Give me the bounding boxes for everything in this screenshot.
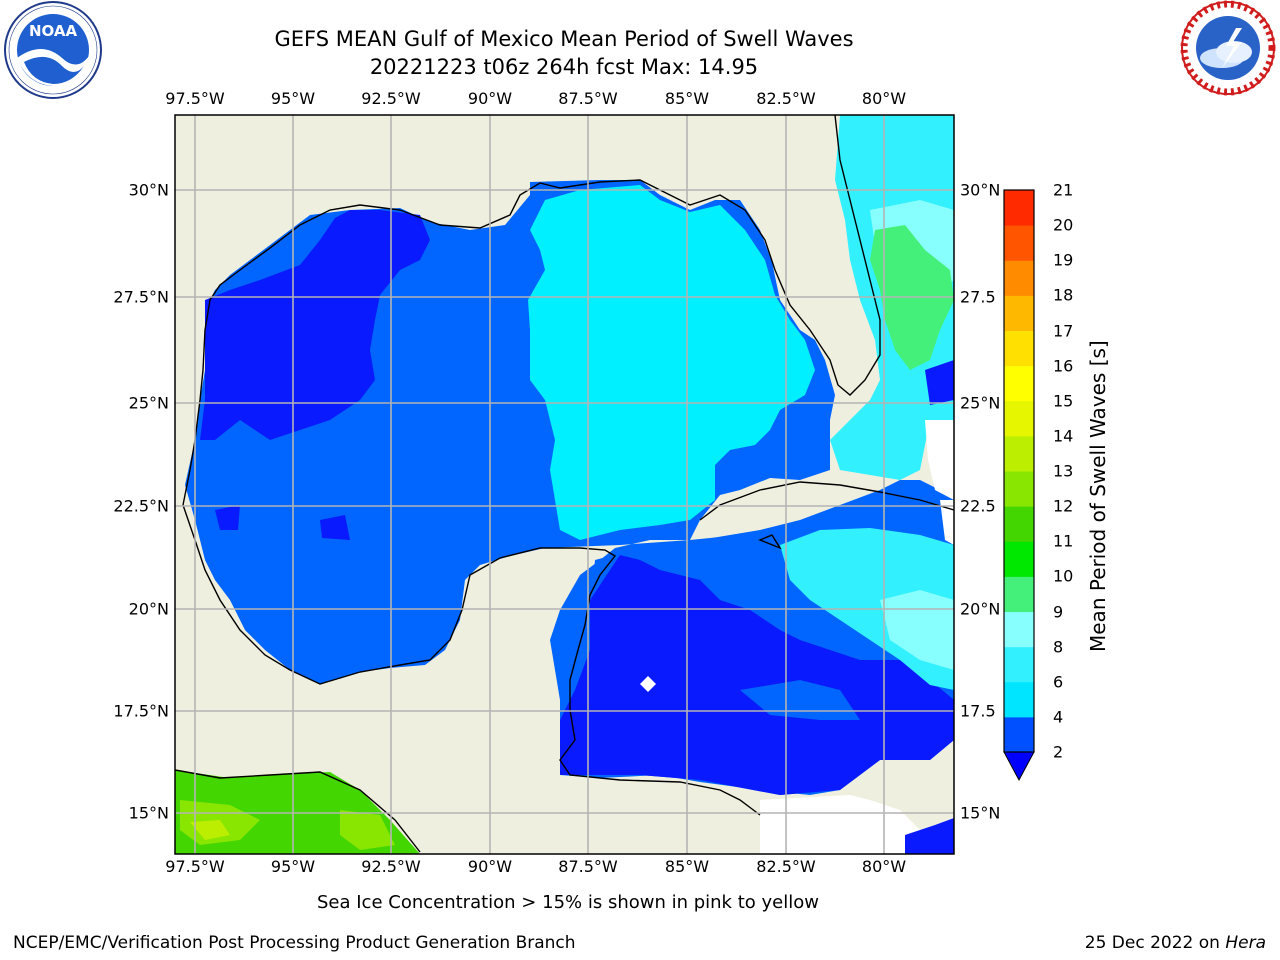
colorbar-tick: 13 (1053, 461, 1074, 481)
atlantic-no-data (925, 420, 954, 500)
colorbar-tick: 9 (1053, 602, 1064, 621)
lat-tick-left: 30°N (128, 180, 169, 200)
colorbar-band (1004, 541, 1034, 577)
coastlines (175, 115, 954, 853)
no-data-dot (640, 676, 656, 692)
credit-host: Hera (1225, 933, 1266, 953)
colorbar-tick: 6 (1053, 672, 1064, 692)
lon-tick-top: 95°W (270, 89, 316, 108)
colorbar-tick: 21 (1053, 180, 1074, 200)
credit-date: 25 Dec 2022 on (1084, 933, 1226, 953)
lat-tick-left: 27.5°N (113, 287, 169, 307)
colorbar-tick: 18 (1053, 285, 1074, 305)
map-frame (174, 114, 955, 855)
colorbar-band (1004, 716, 1034, 753)
lon-tick-bottom: 95°W (270, 857, 316, 876)
colorbar-label: Mean Period of Swell Waves [s] (1086, 340, 1110, 652)
credit-right: 25 Dec 2022 on Hera (1085, 933, 1266, 953)
dark-patch-2 (320, 515, 350, 540)
dark-patch-1 (215, 505, 240, 530)
lat-tick-left: 22.5°N (113, 496, 169, 516)
colorbar-tick: 4 (1053, 707, 1064, 727)
title-line-2: 20221223 t06z 264h fcst Max: 14.95 (369, 55, 759, 79)
lat-tick-left: 25°N (128, 393, 169, 413)
colorbar-tick: 12 (1053, 496, 1074, 516)
noaa-logo-icon: NOAA (4, 1, 102, 99)
colorbar-band (1004, 435, 1034, 472)
colorbar (1003, 189, 1035, 782)
colorbar-frame (1003, 189, 1035, 753)
nws-logo-icon (1180, 0, 1276, 96)
colorbar-tick: 10 (1053, 566, 1074, 586)
lon-tick-bottom: 85°W (664, 857, 710, 876)
noaa-logo-text: NOAA (29, 22, 78, 40)
lon-tick-top: 87.5°W (558, 89, 618, 108)
lon-tick-bottom: 92.5°W (361, 857, 421, 876)
colorbar-tick: 14 (1053, 426, 1074, 446)
lon-tick-top: 80°W (861, 89, 907, 108)
caribbean-dark-corner (905, 818, 954, 854)
pacific-yellowgreen-3 (340, 810, 395, 850)
sea-ice-note: Sea Ice Concentration > 15% is shown in … (317, 892, 819, 913)
caribbean-blue-patch (740, 680, 860, 720)
colorbar-tick: 20 (1053, 215, 1074, 235)
credit-left: NCEP/EMC/Verification Post Processing Pr… (13, 933, 576, 953)
colorbar-tick: 8 (1053, 637, 1064, 657)
caribbean-dark-blue (560, 555, 954, 795)
lon-tick-top: 90°W (467, 89, 513, 108)
lat-tick-left: 20°N (128, 599, 169, 619)
colorbar-band (1004, 576, 1034, 612)
lat-tick-left: 15°N (128, 803, 169, 823)
lon-tick-bottom: 80°W (861, 857, 907, 876)
atlantic-no-data-2 (940, 500, 954, 545)
colorbar-band (1004, 295, 1034, 331)
colorbar-tick: 17 (1053, 321, 1074, 340)
colorbar-extend-triangle (1003, 751, 1035, 782)
colorbar-tick: 11 (1053, 531, 1074, 551)
lat-tick-right: 20°N (960, 599, 1001, 619)
colorbar-band (1004, 365, 1034, 402)
colorbar-band (1004, 190, 1034, 226)
lon-tick-bottom: 90°W (467, 857, 513, 876)
pacific-yellowgreen-2 (190, 820, 230, 840)
colorbar-band (1004, 225, 1034, 261)
lon-tick-top: 97.5°W (165, 89, 225, 108)
colorbar-tick: 16 (1053, 356, 1074, 376)
lat-tick-left: 17.5°N (113, 701, 169, 721)
colorbar-band (1004, 260, 1034, 296)
lon-tick-bottom: 82.5°W (756, 857, 816, 876)
colorbar-band (1004, 681, 1034, 718)
lon-tick-bottom: 97.5°W (165, 857, 225, 876)
lon-tick-top: 85°W (664, 89, 710, 108)
west-gulf-dark-blue (200, 210, 430, 440)
east-gulf-cyan (528, 185, 815, 540)
colorbar-band (1004, 400, 1034, 437)
colorbar-tick: 15 (1053, 391, 1074, 411)
colorbar-band (1004, 330, 1034, 367)
lat-tick-right: 30°N (960, 180, 1001, 200)
colorbar-tick: 19 (1053, 250, 1074, 270)
lon-tick-top: 92.5°W (361, 89, 421, 108)
colorbar-band (1004, 506, 1034, 542)
lat-tick-right: 17.5 (960, 701, 996, 721)
lat-tick-right: 27.5 (960, 287, 996, 307)
map-grid (175, 115, 954, 854)
colorbar-band (1004, 611, 1034, 648)
title-line-1: GEFS MEAN Gulf of Mexico Mean Period of … (274, 27, 854, 51)
lat-tick-right: 15°N (960, 803, 1001, 823)
lon-tick-top: 82.5°W (756, 89, 816, 108)
colorbar-tick: 2 (1053, 742, 1064, 762)
lat-tick-right: 22.5 (960, 496, 996, 516)
caribbean-pale-cyan (880, 590, 954, 670)
lon-tick-bottom: 87.5°W (558, 857, 618, 876)
atlantic-dark-patch (925, 360, 954, 405)
lat-tick-right: 25°N (960, 393, 1001, 413)
colorbar-band (1004, 646, 1034, 683)
colorbar-band (1004, 471, 1034, 507)
